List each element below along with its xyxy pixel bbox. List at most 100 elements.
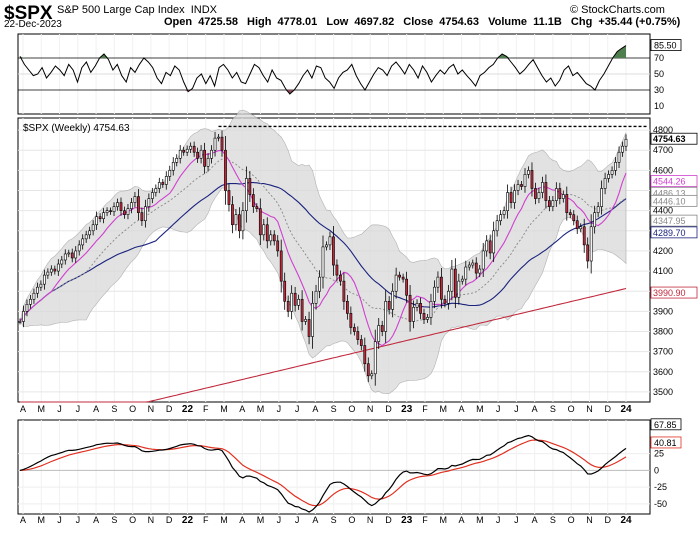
price-tick-label: 3800 xyxy=(653,327,673,337)
x-axis-month-label: N xyxy=(148,515,155,525)
candle-body xyxy=(178,149,182,159)
candle-body xyxy=(408,294,412,322)
candle-body xyxy=(286,300,290,312)
x-axis-month-label: M xyxy=(257,404,265,414)
macd-tick-label: 0 xyxy=(654,465,659,475)
candle-body xyxy=(548,200,551,207)
candle-body xyxy=(220,136,224,151)
price-value-label: 3990.90 xyxy=(653,288,686,298)
candle-body xyxy=(269,234,273,242)
price-tick-label: 3600 xyxy=(653,367,673,377)
candle-body xyxy=(171,162,175,171)
x-axis-month-label: D xyxy=(385,404,392,414)
candle-body xyxy=(154,188,158,193)
candle-body xyxy=(56,263,60,272)
x-axis-month-label: A xyxy=(239,515,245,525)
candle-body xyxy=(453,268,457,298)
price-tick-label: 4400 xyxy=(653,206,673,216)
candle-body xyxy=(474,262,478,274)
x-axis-month-label: D xyxy=(166,515,173,525)
candle-body xyxy=(258,208,262,236)
candle-body xyxy=(596,206,600,213)
candle-body xyxy=(311,303,314,337)
x-axis-month-label: A xyxy=(20,404,26,414)
candle-body xyxy=(161,182,165,185)
price-value-box xyxy=(650,214,698,227)
candle-body xyxy=(234,214,238,226)
candle-body xyxy=(206,157,210,167)
rsi-layer: 85.50 70 50 30 10 xyxy=(18,39,682,111)
rsi-tick-label: 70 xyxy=(654,53,664,63)
candle-body xyxy=(492,230,496,254)
candle-body xyxy=(43,274,46,285)
candle-body xyxy=(231,204,234,226)
price-value-label: 4446.10 xyxy=(653,196,686,206)
candle-body xyxy=(471,262,475,266)
x-axis-month-label: O xyxy=(348,515,355,525)
x-axis-month-label: F xyxy=(422,515,428,525)
candle-body xyxy=(481,250,485,270)
candle-body xyxy=(255,206,259,209)
x-axis-month-label: D xyxy=(604,404,611,414)
symbol-title: $SPX xyxy=(4,3,53,24)
x-axis-month-label: M xyxy=(476,515,484,525)
date-label: 22-Dec-2023 xyxy=(4,19,62,30)
candle-body xyxy=(91,224,95,232)
x-axis-month-label: M xyxy=(38,515,46,525)
candle-body xyxy=(70,252,74,259)
candle-body xyxy=(60,259,64,265)
candle-body xyxy=(49,268,53,273)
candle-body xyxy=(217,136,220,139)
candle-body xyxy=(199,149,203,159)
candle-body xyxy=(502,210,506,215)
price-tick-label: 4700 xyxy=(653,145,673,155)
close-value: 4754.63 xyxy=(439,16,479,28)
exchange-label: INDX xyxy=(191,4,218,16)
candle-body xyxy=(290,292,294,312)
x-axis-month-label: 24 xyxy=(620,404,632,415)
ohlc-row: Open 4725.58 High 4778.01 Low 4697.82 Cl… xyxy=(164,16,681,28)
candle-body xyxy=(342,280,346,302)
candle-body xyxy=(318,276,321,292)
candle-body xyxy=(600,188,603,207)
candle-body xyxy=(443,298,447,304)
candle-body xyxy=(450,268,454,292)
open-label: Open xyxy=(164,16,192,28)
candle-body xyxy=(509,192,513,203)
x-axis-month-label: F xyxy=(422,404,428,414)
x-axis-month-label: O xyxy=(129,515,136,525)
x-axis-month-label: D xyxy=(166,404,173,414)
candle-body xyxy=(429,300,433,318)
candle-body xyxy=(589,226,593,262)
candle-body xyxy=(105,210,109,213)
candle-body xyxy=(39,283,43,288)
low-label: Low xyxy=(326,16,348,28)
candle-body xyxy=(74,250,78,259)
candle-body xyxy=(53,268,57,272)
x-axis-month-label: M xyxy=(38,404,46,414)
x-axis-month-label: F xyxy=(203,515,209,525)
x-axis-month-label: O xyxy=(568,404,575,414)
price-tick-label: 3500 xyxy=(653,387,673,397)
candle-body xyxy=(387,300,391,310)
x-axis-month-label: J xyxy=(76,515,81,525)
candle-body xyxy=(415,303,419,308)
candle-body xyxy=(265,224,269,242)
candle-body xyxy=(297,298,300,306)
candle-body xyxy=(495,220,499,232)
x-axis-month-label: A xyxy=(93,515,99,525)
candle-body xyxy=(63,253,67,261)
candle-body xyxy=(520,184,523,187)
price-layer: 3500360037003800390040004100420043004400… xyxy=(18,109,698,403)
candle-body xyxy=(140,212,144,222)
price-value-box xyxy=(650,175,698,187)
rsi-value-box xyxy=(650,39,682,51)
macd-value-box xyxy=(650,418,682,431)
candle-body xyxy=(18,321,22,323)
ma-long-line xyxy=(19,182,627,322)
x-axis-month-label: 24 xyxy=(620,515,632,526)
x-axis-month-label: D xyxy=(385,515,392,525)
candle-body xyxy=(95,216,98,226)
candle-body xyxy=(478,268,482,274)
